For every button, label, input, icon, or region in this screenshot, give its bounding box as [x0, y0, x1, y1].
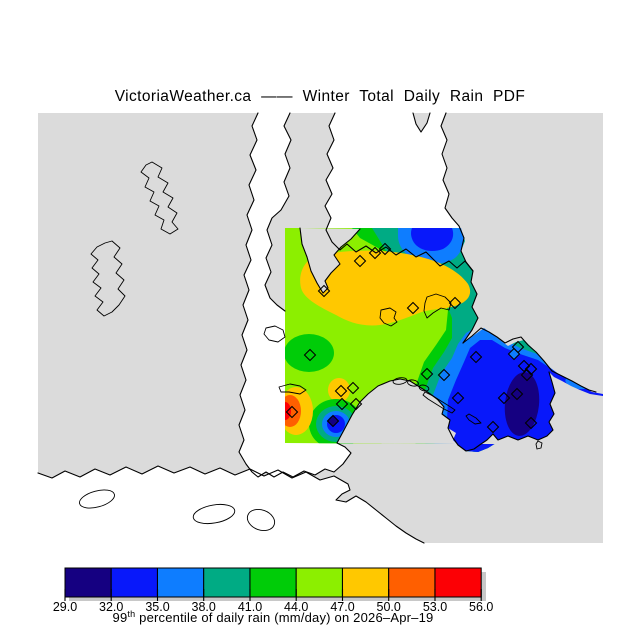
coast-victoria-north — [462, 327, 597, 393]
colorbar-segment — [157, 567, 205, 598]
coast-north-central-east — [440, 112, 479, 344]
colorbar-tick-label: 38.0 — [192, 600, 216, 614]
island-northwest-b — [90, 240, 126, 317]
sea-saanich-inlet — [300, 228, 360, 293]
station-diamond — [346, 381, 360, 395]
colorbar-tick-label: 41.0 — [238, 600, 262, 614]
station-diamond — [349, 397, 363, 411]
station-diamond — [497, 391, 511, 405]
colorbar: 29.0 32.0 35.0 38.0 41.0 44.0 47.0 50.0 53.0 56.0… — [53, 567, 494, 625]
colorbar-tick-label: 32.0 — [99, 600, 123, 614]
coast-olympic-north — [37, 465, 425, 544]
station-diamond — [406, 301, 420, 315]
station-diamond — [334, 384, 348, 398]
contour-47-50-maximum — [300, 250, 471, 326]
lake-west-edge — [278, 383, 307, 395]
station-diamond — [303, 348, 317, 362]
station-diamond — [353, 254, 367, 268]
sea-overlays — [300, 228, 603, 444]
colorbar-tick-labels: 29.0 32.0 35.0 38.0 41.0 44.0 47.0 50.0 53.0 56.0 — [53, 600, 494, 614]
colorbar-segment — [295, 567, 343, 598]
station-diamond — [317, 284, 331, 298]
lake-olympic-1 — [79, 489, 115, 509]
station-diamond — [486, 420, 500, 434]
colorbar-segments — [64, 567, 482, 598]
lake-olympic-3 — [246, 509, 276, 531]
inlet-inner-harbour — [465, 413, 482, 425]
station-diamond — [524, 362, 538, 376]
lake-prospect — [423, 293, 452, 319]
coast-west-island-west-side — [238, 112, 352, 478]
station-diamond — [520, 368, 534, 382]
contour-32-35-north-core — [411, 228, 454, 252]
contour-47-50-small — [328, 378, 350, 402]
station-diamond — [378, 242, 392, 256]
colorbar-tick-label: 50.0 — [377, 600, 401, 614]
land-west-vancouver-island — [239, 113, 351, 477]
station-diamond — [510, 387, 524, 401]
colorbar-ticks — [64, 589, 482, 601]
lake-olympic-2 — [192, 503, 236, 525]
colorbar-segment — [110, 567, 158, 598]
sea-haro-strait — [461, 228, 603, 394]
islet-southeast — [535, 440, 543, 450]
sea-south-of-victoria — [481, 372, 603, 444]
station-diamond — [285, 405, 299, 419]
inlet-gray-west — [263, 325, 286, 343]
coast-saanich-inlet — [299, 227, 361, 294]
colorbar-tick-label: 35.0 — [145, 600, 169, 614]
colorbar-segment — [388, 567, 436, 598]
colorbar-segment — [342, 567, 390, 598]
colorbar-tick-label: 47.0 — [330, 600, 354, 614]
coast-west-island-east-side — [264, 112, 292, 312]
map-details — [79, 293, 543, 531]
islet-ribbon — [422, 391, 456, 414]
land-olympic-peninsula — [38, 466, 424, 543]
contour-41-44-blob — [285, 334, 334, 372]
station-diamond-filled — [326, 414, 340, 428]
contour-29-32-core — [504, 372, 540, 436]
colorbar-segment — [64, 567, 112, 598]
colorbar-caption: 99th percentile of daily rain (mm/day) o… — [113, 609, 434, 625]
station-markers — [285, 242, 538, 434]
coast-inlet-notch — [412, 112, 431, 133]
colorbar-tick-label: 53.0 — [423, 600, 447, 614]
lake-elk — [379, 307, 398, 327]
colorbar-tick-label: 44.0 — [284, 600, 308, 614]
contour-53-56-west — [285, 402, 291, 420]
station-diamond — [511, 340, 525, 354]
colorbar-tick-label: 56.0 — [469, 600, 493, 614]
islet-sooke-2 — [407, 379, 419, 387]
station-diamond — [420, 367, 434, 381]
station-diamond — [335, 397, 349, 411]
station-diamond — [368, 246, 382, 260]
colorbar-segment — [249, 567, 297, 598]
coastlines — [37, 112, 597, 544]
colorbar-tick-label: 29.0 — [53, 600, 77, 614]
station-diamond — [437, 368, 451, 382]
coast-victoria-east-south — [436, 371, 556, 452]
station-diamond — [524, 416, 538, 430]
island-northwest-a — [140, 161, 179, 235]
coast-sooke-basin — [336, 378, 438, 444]
colorbar-segment — [203, 567, 251, 598]
station-diamond — [448, 296, 462, 310]
station-diamond — [451, 391, 465, 405]
station-diamond — [469, 350, 483, 364]
colorbar-segment — [434, 567, 482, 598]
page-title: VictoriaWeather.ca —— Winter Total Daily… — [114, 88, 526, 105]
coast-north-central-west — [324, 112, 474, 272]
station-diamond — [517, 359, 531, 373]
